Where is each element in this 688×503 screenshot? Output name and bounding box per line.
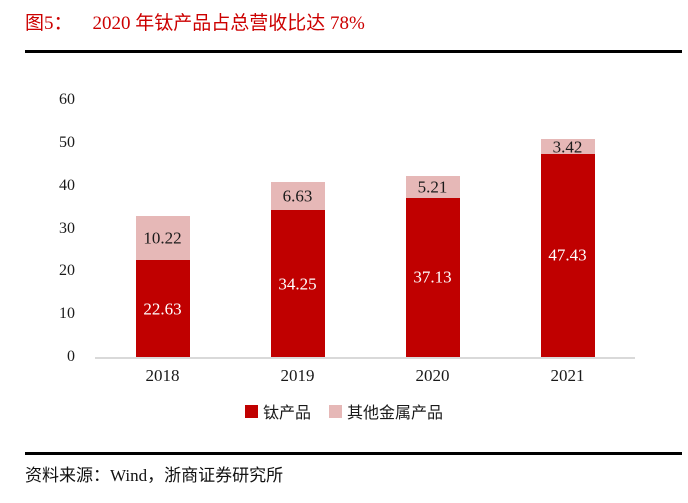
- bar-2018: 10.22 22.63: [135, 216, 190, 357]
- source-note: 资料来源：Wind，浙商证券研究所: [25, 466, 284, 485]
- bar-2021: 3.42 47.43: [540, 137, 595, 357]
- figure-label: 图5：: [25, 13, 73, 34]
- bar-value-label: 6.63: [282, 186, 313, 206]
- bar-segment: 3.42: [540, 137, 595, 157]
- bar-value-label: 10.22: [143, 228, 182, 248]
- y-tick-label: 0: [67, 348, 75, 365]
- y-tick-label: 60: [59, 91, 75, 108]
- bar-segment: 37.13: [405, 197, 460, 357]
- bar-2019: 6.63 34.25: [270, 181, 325, 357]
- bar-value-label: 37.13: [413, 267, 452, 287]
- bar-segment: 6.63: [270, 181, 325, 211]
- x-tick-label: 2019: [280, 366, 315, 385]
- bar-value-label: 5.21: [417, 177, 448, 197]
- y-tick-label: 10: [59, 305, 75, 323]
- legend-label: 钛产品: [262, 405, 311, 422]
- figure-title: 图5： 2020 年钛产品占总营收比达 78%: [25, 10, 365, 38]
- chart-legend: 钛产品 其他金属产品: [0, 399, 688, 423]
- figure-title-text: 2020 年钛产品占总营收比达 78%: [92, 13, 365, 34]
- x-tick-label: 2020: [415, 366, 450, 385]
- plot-area: 10.22 22.63 6.63 34.25 5.21 37.13 3.42 47.43: [95, 100, 635, 359]
- bar-value-label: 34.25: [278, 274, 317, 294]
- bar-2020: 5.21 37.13: [405, 175, 460, 357]
- title-divider: [25, 50, 682, 53]
- bar-segment: 34.25: [270, 210, 325, 357]
- x-axis: 2018 2019 2020 2021: [95, 366, 635, 386]
- bar-value-label: 3.42: [552, 137, 583, 157]
- legend-item: 钛产品: [244, 399, 311, 423]
- x-tick-label: 2021: [550, 366, 585, 385]
- bar-segment: 10.22: [135, 216, 190, 261]
- x-tick-label: 2018: [145, 366, 180, 385]
- legend-swatch-icon: [329, 404, 342, 418]
- y-tick-label: 20: [59, 262, 75, 280]
- legend-label: 其他金属产品: [347, 405, 444, 422]
- footer-divider: [25, 452, 682, 455]
- legend-swatch-icon: [244, 404, 258, 418]
- y-tick-label: 30: [59, 219, 75, 237]
- y-tick-label: 50: [59, 133, 75, 151]
- y-axis: 0 10 20 30 40 50 60: [30, 92, 75, 365]
- bar-value-label: 47.43: [548, 245, 587, 265]
- y-tick-label: 40: [59, 176, 75, 194]
- bar-segment: 5.21: [405, 175, 460, 198]
- bar-segment: 47.43: [540, 153, 595, 357]
- bar-segment: 22.63: [135, 260, 190, 357]
- legend-item: 其他金属产品: [329, 399, 443, 423]
- bar-value-label: 22.63: [143, 299, 182, 319]
